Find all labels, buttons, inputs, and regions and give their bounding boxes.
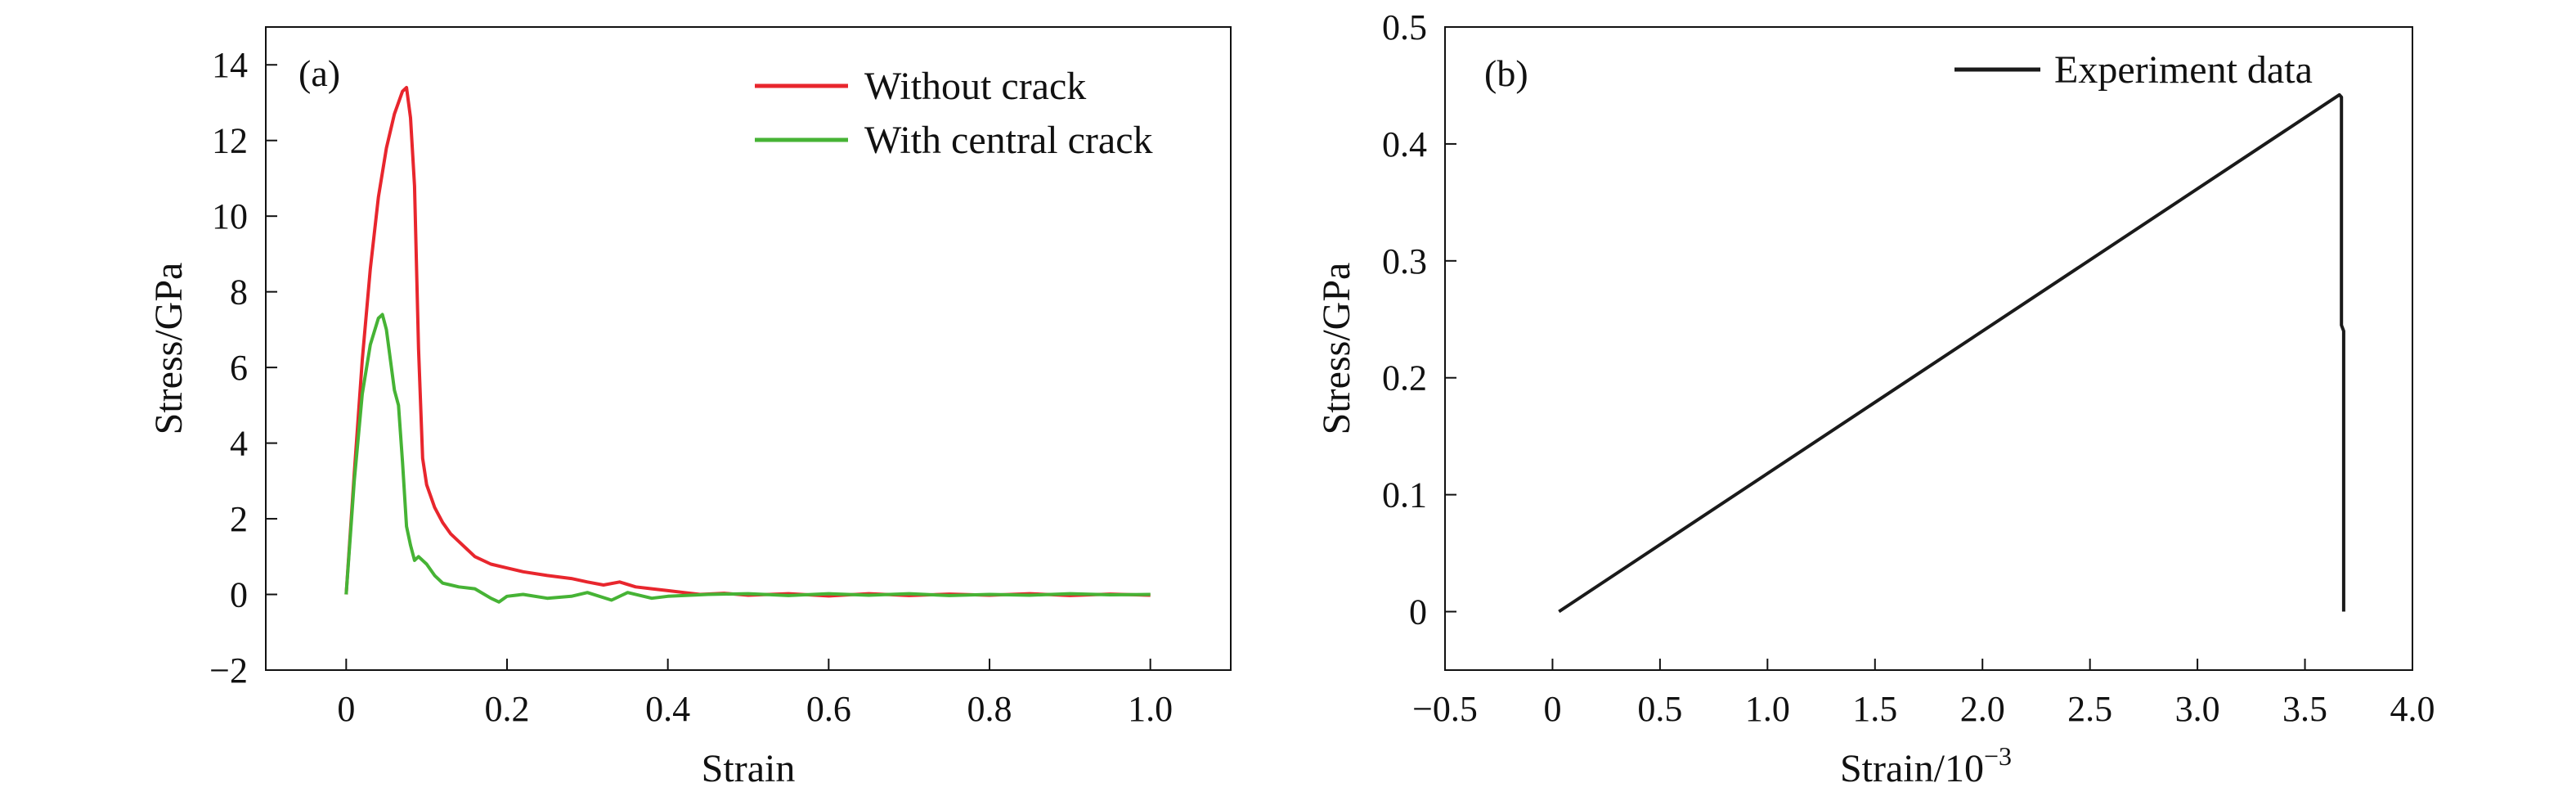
- y-tick-label: 12: [212, 121, 248, 161]
- legend-label: Experiment data: [2054, 48, 2313, 92]
- y-tick-label: 4: [230, 424, 248, 464]
- chart-panel-a: 0 0.2 0.4 0.6 0.8 1.0 −2 0 2 4 6 8 10 12 14 Strain Stres…: [147, 26, 1232, 790]
- y-tick-label: 0: [230, 575, 248, 615]
- x-tick-label: 3.5: [2282, 689, 2327, 729]
- legend-label: Without crack: [864, 65, 1086, 108]
- chart-panel-b: −0.5 0 0.5 1.0 1.5 2.0 2.5 3.0 3.5 4.0 0 0.1 0.2 0.3 0…: [1315, 7, 2435, 790]
- y-tick-label: 0.2: [1382, 358, 1427, 398]
- x-tick-label: 0.4: [645, 689, 690, 729]
- x-tick-label: 1.5: [1852, 689, 1897, 729]
- x-tick-label: 2.5: [2067, 689, 2112, 729]
- x-tick-label: 0: [337, 689, 355, 729]
- series-line-without-crack: [344, 86, 1151, 598]
- x-tick-label: 0.5: [1637, 689, 1682, 729]
- x-tick-label: 3.0: [2175, 689, 2220, 729]
- plot-frame: [265, 26, 1232, 671]
- series-line-experiment-data: [1558, 92, 2345, 614]
- y-tick-label: 0.4: [1382, 124, 1427, 164]
- y-tick-label: 6: [230, 348, 248, 388]
- x-axis-title-superscript: −3: [1984, 741, 2012, 771]
- x-axis-title: Strain: [702, 747, 796, 790]
- y-tick-label: 10: [212, 196, 248, 236]
- y-tick-label: −2: [209, 650, 248, 691]
- panel-label: (a): [298, 52, 340, 94]
- legend-label: With central crack: [864, 119, 1153, 162]
- y-tick-label: 0.3: [1382, 241, 1427, 281]
- x-tick-label: 4.0: [2390, 689, 2435, 729]
- y-tick-label: 8: [230, 272, 248, 313]
- x-tick-label: −0.5: [1412, 689, 1478, 729]
- x-tick-label: 0: [1543, 689, 1561, 729]
- y-tick-label: 2: [230, 499, 248, 539]
- y-axis-title: Stress/GPa: [147, 263, 191, 435]
- x-tick-label: 0.2: [485, 689, 530, 729]
- panel-label: (b): [1484, 52, 1528, 94]
- x-tick-label: 1.0: [1128, 689, 1173, 729]
- x-tick-label: 2.0: [1960, 689, 2005, 729]
- x-tick-label: 1.0: [1745, 689, 1790, 729]
- y-tick-label: 14: [212, 45, 248, 85]
- x-tick-label: 0.6: [806, 689, 851, 729]
- plot-frame: [1444, 26, 2413, 671]
- y-tick-label: 0: [1409, 592, 1427, 632]
- series-line-with-central-crack: [344, 313, 1151, 604]
- x-axis-title: Strain/10−3: [1840, 741, 2012, 790]
- y-tick-label: 0.1: [1382, 475, 1427, 515]
- x-axis-title-text: Strain: [702, 747, 796, 790]
- y-tick-label: 0.5: [1382, 7, 1427, 47]
- y-axis-title: Stress/GPa: [1315, 263, 1358, 435]
- x-tick-label: 0.8: [967, 689, 1012, 729]
- x-axis-title-text: Strain/10: [1840, 747, 1984, 790]
